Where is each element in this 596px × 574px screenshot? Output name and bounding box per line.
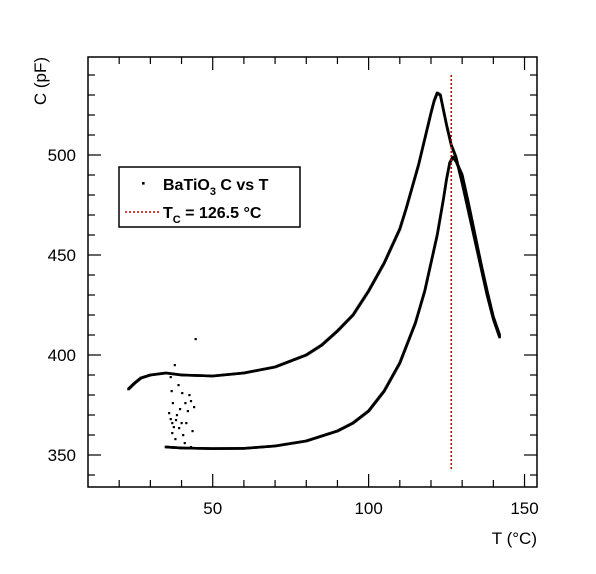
axis-ticks: 50 100 150 350 400 450 500	[48, 57, 539, 518]
data-point	[168, 412, 171, 415]
series-scattered-outliers	[168, 338, 197, 449]
data-point	[171, 402, 175, 405]
legend-entry-scatter-sub: 3	[210, 186, 216, 198]
y-tick-label: 400	[48, 346, 76, 365]
data-point	[169, 376, 172, 379]
y-tick-label: 450	[48, 246, 76, 265]
data-point	[183, 442, 186, 445]
data-point	[184, 402, 187, 405]
data-point	[171, 422, 174, 425]
y-tick-label: 500	[48, 146, 76, 165]
legend-entry-scatter-rest: C vs T	[216, 177, 269, 194]
data-point	[178, 427, 181, 430]
legend-entry-tc-rest: = 126.5 °C	[181, 205, 262, 222]
x-axis-label: T (°C)	[492, 529, 537, 548]
data-point	[186, 410, 189, 413]
data-point	[175, 414, 179, 417]
data-point	[185, 422, 188, 425]
data-point	[177, 384, 180, 387]
legend-dot	[142, 182, 145, 185]
legend-entry-tc-base: T	[163, 205, 173, 222]
data-point	[170, 390, 173, 393]
plot-marks	[127, 75, 501, 471]
x-tick-label: 50	[203, 499, 222, 518]
data-point	[189, 400, 193, 403]
data-point	[173, 364, 176, 367]
data-point	[180, 422, 183, 425]
legend-entry-tc-sub: C	[173, 214, 181, 226]
data-point	[191, 430, 194, 433]
data-point	[181, 392, 184, 395]
data-point	[171, 432, 174, 435]
x-tick-label: 150	[510, 499, 538, 518]
data-point	[188, 394, 191, 397]
legend-entry-scatter-base: BaTiO	[163, 177, 210, 194]
y-axis-label: C (pF)	[31, 57, 50, 105]
plot-frame	[87, 56, 538, 488]
data-point	[169, 418, 172, 421]
data-point	[189, 446, 193, 449]
x-tick-label: 100	[354, 499, 382, 518]
data-point	[172, 426, 175, 429]
series-cooling	[127, 91, 501, 391]
legend-entry-scatter: BaTiO3 C vs T	[163, 177, 269, 198]
y-tick-label: 350	[48, 446, 76, 465]
legend: BaTiO3 C vs T TC = 126.5 °C	[118, 166, 301, 228]
data-point	[194, 338, 197, 341]
data-point	[182, 434, 185, 437]
data-point	[178, 408, 182, 411]
legend-entry-tc: TC = 126.5 °C	[163, 205, 262, 226]
legend-box	[118, 166, 301, 228]
data-point	[127, 387, 130, 391]
data-point	[193, 406, 196, 409]
data-point	[174, 438, 177, 441]
data-point	[174, 419, 178, 422]
legend-marker-scatter	[142, 182, 145, 185]
